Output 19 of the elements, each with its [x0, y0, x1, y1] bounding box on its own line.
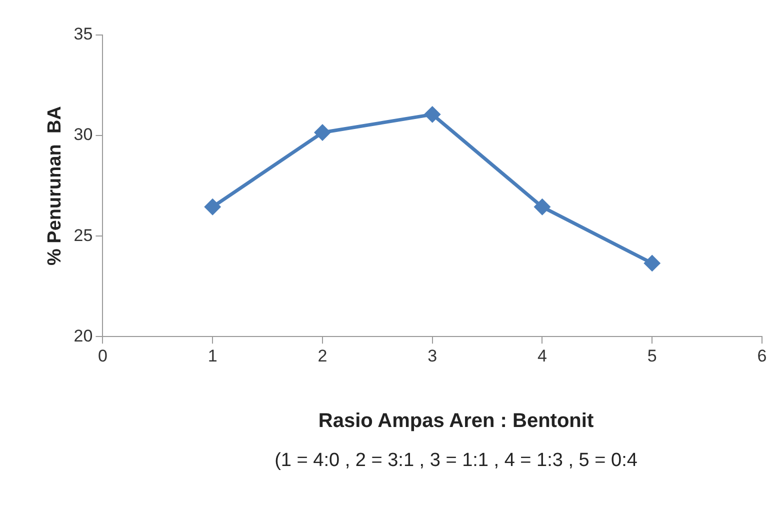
x-tick-label: 2	[318, 346, 328, 366]
y-axis-title: % Penurunan BA	[44, 106, 66, 266]
y-tick-label: 25	[74, 226, 93, 245]
y-tick-label: 30	[74, 125, 93, 144]
x-tick-label: 0	[98, 346, 108, 366]
x-axis-title: Rasio Ampas Aren : Bentonit	[317, 410, 595, 433]
x-tick-label: 1	[208, 346, 218, 366]
point	[204, 199, 220, 215]
x-tick-label: 4	[538, 346, 547, 366]
point	[534, 199, 550, 215]
x-tick-label: 6	[757, 346, 767, 366]
text: (1 = 4:0 , 2 = 3:1 , 3 = 1:1 , 4 = 1:3 , 5 = 0:4	[274, 450, 638, 472]
x-tick-label: 3	[428, 346, 438, 366]
y-tick-label: 35	[74, 24, 93, 44]
point	[644, 255, 660, 271]
point	[424, 106, 440, 122]
point	[314, 124, 330, 140]
x-tick-label: 5	[647, 346, 657, 366]
y-tick-label: 20	[74, 326, 93, 346]
